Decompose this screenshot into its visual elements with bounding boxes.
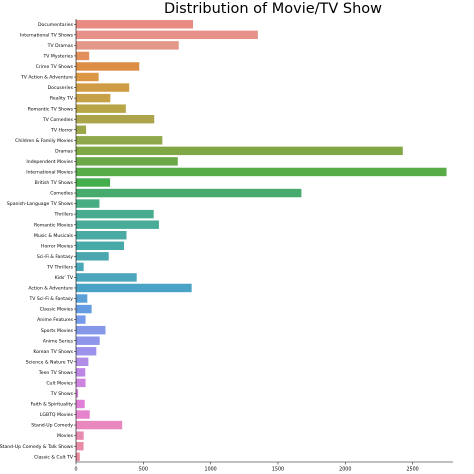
y-tick-label: Anime Series <box>43 338 74 344</box>
bar-reality-tv <box>76 93 111 103</box>
bar-faith-spirituality <box>76 399 85 409</box>
x-tick-label: 500 <box>139 467 148 473</box>
y-tick-label: Dramas <box>55 148 74 154</box>
bar-tv-thrillers <box>76 262 84 272</box>
bar-dramas <box>76 146 403 156</box>
y-tick-label: Music & Musicals <box>34 233 74 239</box>
bar-thrillers <box>76 209 154 219</box>
y-tick-label: Crime TV Shows <box>36 64 74 70</box>
y-tick-label: TV Mysteries <box>43 54 74 60</box>
bar-horror-movies <box>76 241 125 250</box>
y-tick-label: International Movies <box>26 170 73 176</box>
y-tick-label: Thrillers <box>53 212 73 218</box>
bar-stand-up-comedy <box>76 420 123 430</box>
y-tick-label: Cult Movies <box>46 380 73 386</box>
bar-sci-fi-fantasy <box>76 252 109 261</box>
y-tick-label: Kids' TV <box>55 275 74 281</box>
category-labels: Documentaries International TV Shows TV Dr… <box>0 22 76 460</box>
y-tick-label: Sci-Fi & Fantasy <box>37 254 73 260</box>
y-tick-label: Sports Movies <box>41 328 74 334</box>
x-tick-label: 1000 <box>205 467 217 473</box>
y-tick-label: Action & Adventure <box>28 286 73 292</box>
y-tick-label: Comedies <box>50 191 73 197</box>
y-tick-label: Teen TV Shows <box>38 370 74 376</box>
bar-independent-movies <box>76 157 178 166</box>
y-tick-label: Anime Features <box>37 317 73 323</box>
bar-sports-movies <box>76 325 106 335</box>
bar-teen-tv-shows <box>76 368 86 377</box>
bar-korean-tv-shows <box>76 347 97 356</box>
bar-classic-movies <box>76 304 92 314</box>
y-tick-label: Children & Family Movies <box>15 138 73 144</box>
bar-crime-tv-shows <box>76 62 140 71</box>
bar-science-nature-tv <box>76 357 89 367</box>
bar-international-tv-shows <box>76 30 258 40</box>
bar-lgbtq-movies <box>76 410 90 419</box>
bars-group <box>76 20 447 461</box>
bar-cult-movies <box>76 378 86 388</box>
bar-documentaries <box>76 20 193 29</box>
y-tick-label: Korean TV Shows <box>33 349 73 355</box>
y-tick-label: TV Sci-Fi & Fantasy <box>28 296 73 302</box>
y-tick-label: TV Comedies <box>42 117 74 123</box>
bar-romantic-tv-shows <box>76 104 126 113</box>
y-tick-label: LGBTQ Movies <box>40 412 74 418</box>
bar-spanish-language-tv-shows <box>76 199 100 208</box>
bar-classic-cult-tv <box>76 452 80 461</box>
y-tick-label: Classic Movies <box>40 307 74 313</box>
bar-tv-dramas <box>76 41 179 50</box>
x-tick-label: 0 <box>74 467 77 473</box>
y-tick-label: Documentaries <box>38 22 74 28</box>
bar-british-tv-shows <box>76 178 111 187</box>
bar-anime-features <box>76 315 86 324</box>
y-tick-label: Classic & Cult TV <box>34 454 74 460</box>
y-tick-label: Docuseries <box>48 85 74 91</box>
y-tick-label: Independent Movies <box>26 159 73 165</box>
bar-docuseries <box>76 83 130 92</box>
bar-tv-sci-fi-fantasy <box>76 294 88 303</box>
bar-anime-series <box>76 336 100 345</box>
y-tick-label: TV Shows <box>50 391 74 397</box>
y-tick-label: TV Horror <box>50 127 73 133</box>
bar-international-movies <box>76 167 447 177</box>
bar-comedies <box>76 188 302 198</box>
bar-tv-shows <box>76 389 79 398</box>
bar-movies <box>76 431 84 440</box>
y-tick-label: Romantic Movies <box>34 222 74 228</box>
y-tick-label: TV Action & Adventure <box>20 75 73 81</box>
x-axis-ticks: 0 500 1000 1500 2000 2500 <box>74 462 419 473</box>
bar-action-adventure <box>76 283 192 293</box>
bar-tv-mysteries <box>76 51 90 61</box>
bar-tv-comedies <box>76 114 155 124</box>
y-tick-label: Faith & Spirituality <box>31 402 74 408</box>
x-tick-label: 2500 <box>407 467 419 473</box>
x-tick-label: 1500 <box>272 467 284 473</box>
x-tick-label: 2000 <box>339 467 351 473</box>
y-tick-label: Stand-Up Comedy <box>31 423 73 429</box>
y-tick-label: Science & Nature TV <box>26 359 74 365</box>
bar-tv-action-adventure <box>76 72 99 82</box>
y-tick-label: Stand-Up Comedy & Talk Shows <box>0 444 74 450</box>
y-tick-label: Romantic TV Shows <box>28 106 74 112</box>
y-tick-label: Movies <box>57 433 74 439</box>
bar-music-musicals <box>76 231 127 240</box>
chart-title: Distribution of Movie/TV Show <box>164 1 382 17</box>
y-tick-label: International TV Shows <box>20 32 74 38</box>
y-tick-label: TV Dramas <box>47 43 74 49</box>
bar-romantic-movies <box>76 220 159 229</box>
bar-children-family-movies <box>76 136 163 145</box>
bar-kids-tv <box>76 273 137 282</box>
y-tick-label: TV Thrillers <box>46 264 74 270</box>
bar-tv-horror <box>76 125 87 134</box>
y-tick-label: Spanish-Language TV Shows <box>7 201 74 207</box>
y-tick-label: British TV Shows <box>35 180 74 186</box>
bar-stand-up-comedy-talk-shows <box>76 441 84 451</box>
y-tick-label: Horror Movies <box>41 243 74 249</box>
y-tick-label: Reality TV <box>50 96 74 102</box>
